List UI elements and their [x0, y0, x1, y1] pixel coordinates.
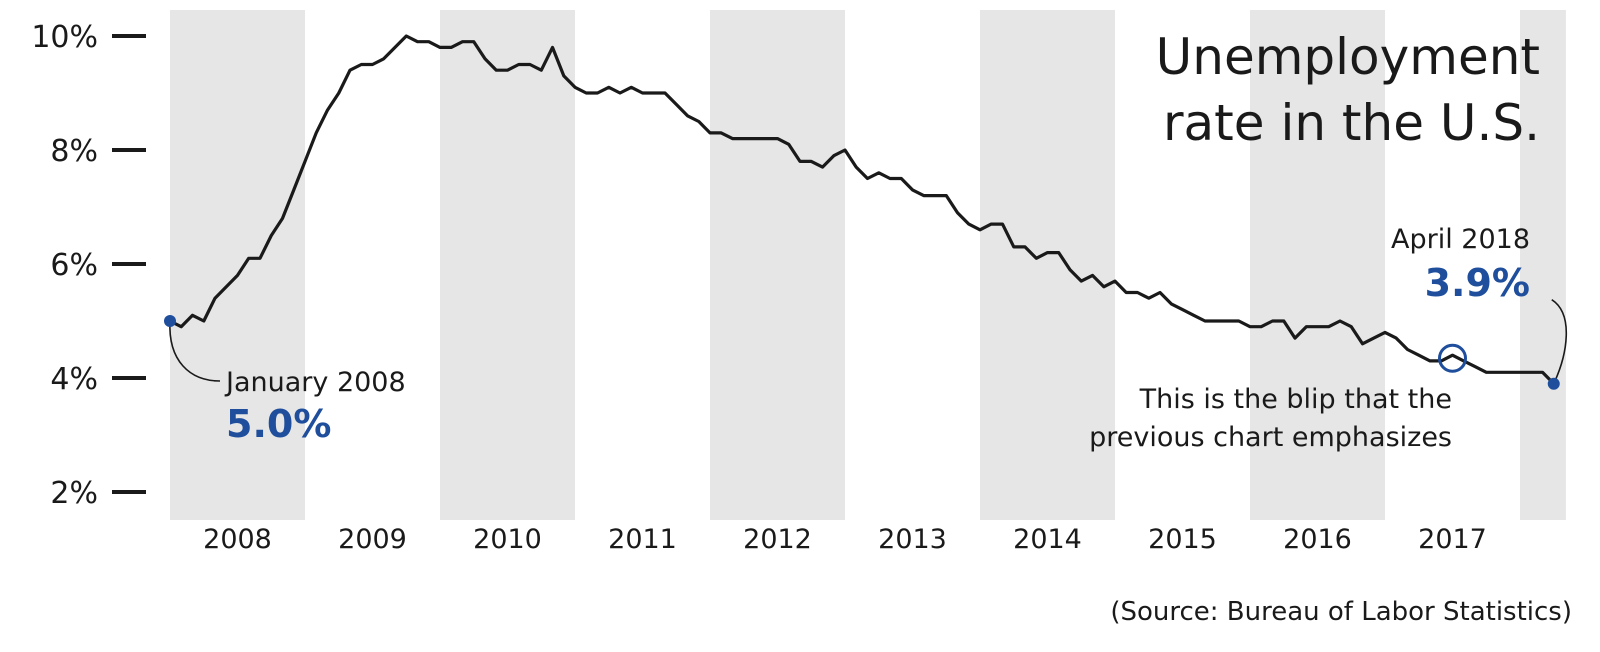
y-tick-label: 8%	[50, 134, 98, 169]
year-bands	[170, 10, 1566, 520]
x-tick-label: 2017	[1418, 524, 1487, 555]
x-tick-label: 2014	[1013, 524, 1082, 555]
start-callout-line	[169, 320, 221, 382]
y-tick-label: 4%	[50, 362, 98, 397]
series-layer	[168, 34, 1556, 386]
x-tick-label: 2009	[338, 524, 407, 555]
blip-note-line: previous chart emphasizes	[1089, 422, 1452, 453]
chart-title-line-2: rate in the U.S.	[1163, 94, 1540, 152]
x-tick-label: 2010	[473, 524, 542, 555]
source-note: (Source: Bureau of Labor Statistics)	[1110, 597, 1572, 627]
year-band-2018	[1520, 10, 1566, 520]
end-value: 3.9%	[1425, 261, 1530, 305]
end-callout-line	[1551, 299, 1568, 385]
y-tick-label: 2%	[50, 476, 98, 511]
start-point-marker	[164, 315, 176, 327]
end-label: April 2018	[1391, 224, 1530, 255]
y-tick-label: 6%	[50, 248, 98, 283]
end-point-marker	[1547, 377, 1560, 390]
y-axis: 2% 4% 6% 8% 10%	[31, 20, 146, 511]
x-tick-label: 2008	[203, 524, 272, 555]
year-band-2014	[980, 10, 1115, 520]
year-band-2016	[1250, 10, 1385, 520]
year-band-2012	[710, 10, 845, 520]
x-tick-label: 2012	[743, 524, 812, 555]
x-tick-label: 2013	[878, 524, 947, 555]
x-axis: 2008 2009 2010 2011 2012 2013 2014 2015 2016 2017	[203, 524, 1487, 555]
series-line	[168, 34, 1556, 386]
x-tick-label: 2011	[608, 524, 677, 555]
x-tick-label: 2015	[1148, 524, 1217, 555]
start-value: 5.0%	[226, 402, 331, 446]
year-band-2010	[440, 10, 575, 520]
start-label: January 2008	[224, 367, 406, 398]
x-tick-label: 2016	[1283, 524, 1352, 555]
chart-title-line-1: Unemployment	[1156, 28, 1540, 86]
annotations: January 2008 5.0% April 2018 3.9% This is th…	[164, 224, 1568, 453]
y-tick-label: 10%	[31, 20, 98, 55]
blip-note-line: This is the blip that the	[1139, 384, 1452, 415]
blip-highlight-circle	[1438, 343, 1467, 373]
year-band-2008	[170, 10, 305, 520]
